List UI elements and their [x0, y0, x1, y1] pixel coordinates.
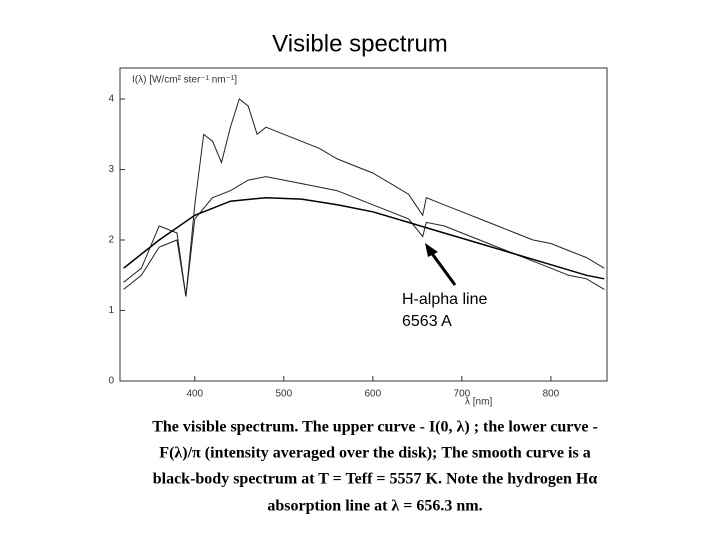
x-tick-label: 600 — [365, 389, 382, 400]
y-tick-label: 1 — [108, 305, 114, 316]
arrow-head — [425, 243, 438, 257]
x-tick-label: 500 — [275, 389, 292, 400]
x-tick-label: 400 — [186, 389, 203, 400]
annotation: 6563 A — [402, 313, 452, 330]
y-tick-label: 3 — [108, 164, 114, 175]
annotation: H-alpha line — [402, 291, 487, 308]
caption-line: F(λ)/π (intensity averaged over the disk… — [159, 445, 590, 462]
x-tick-label: 700 — [454, 389, 471, 400]
caption-line: black-body spectrum at T = Teff = 5557 K… — [153, 471, 598, 488]
caption-line: absorption line at λ = 656.3 nm. — [267, 498, 482, 515]
y-tick-label: 2 — [108, 235, 114, 246]
caption-line: The visible spectrum. The upper curve - … — [152, 419, 598, 436]
y-tick-label: 4 — [108, 94, 114, 105]
y-axis-label: I(λ) [W/cm² ster⁻¹ nm⁻¹] — [132, 75, 237, 86]
plot-frame — [119, 67, 608, 382]
spectrum-line — [123, 98, 605, 297]
slide-title: Visible spectrum — [272, 30, 448, 57]
x-axis-label: λ [nm] — [465, 397, 492, 408]
y-tick-label: 0 — [108, 376, 114, 387]
x-tick-label: 800 — [543, 389, 560, 400]
spectrum-line — [123, 196, 605, 280]
